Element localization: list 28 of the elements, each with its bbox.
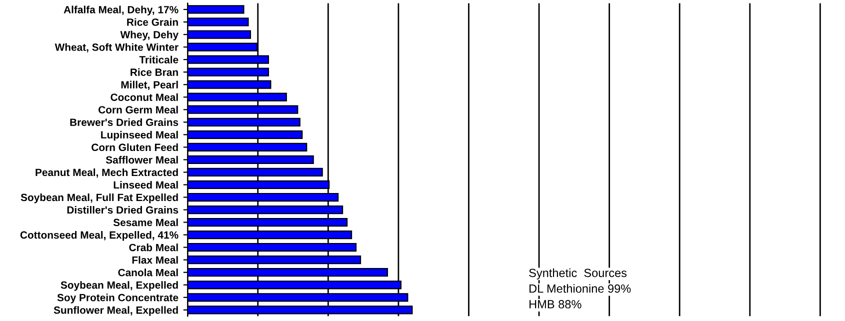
text: HMB 88% [530,300,582,308]
y-tick-label: Wheat, Soft White Winter [54,43,178,52]
y-tick-label: Soybean Meal, Full Fat Expelled [20,193,178,204]
y-tick-label: Canola Meal [118,268,178,276]
y-tick-label: Sesame Meal [113,218,178,226]
text: DL Methionine 99% [530,284,631,293]
y-tick-label: Sunflower Meal, Expelled [54,306,178,316]
y-tick-label: Whey, Dehy [120,30,179,40]
y-tick-label: Crab Meal [129,244,178,252]
y-tick-label: Lupinseed Meal [101,130,178,141]
text: Synthetic Sources [529,268,627,280]
y-tick-label: Rice Grain [127,18,178,26]
y-tick-label: Brewer's Dried Grains [70,118,178,126]
y-tick-label: Peanut Meal, Mech Extracted [36,168,178,178]
y-tick-label: Millet, Pearl [121,80,178,90]
y-tick-label: Distiller's Dried Grains [67,206,178,214]
y-tick-label: Corn Gluten Feed [92,143,178,152]
y-tick-label: Alfalfa Meal, Dehy, 17% [64,6,178,16]
y-tick-label: Safflower Meal [106,156,178,164]
y-tick-label: Triticale [139,56,178,64]
y-tick-label: Soy Protein Concentrate [57,294,178,304]
y-tick-label: Linseed Meal [114,180,178,189]
y-tick-label: Rice Bran [130,68,178,76]
y-tick-label: Soybean Meal, Expelled [60,281,178,291]
y-tick-label: Cottonseed Meal, Expelled, 41% [20,231,178,241]
y-tick-label: Coconut Meal [110,93,178,101]
y-tick-label: Flax Meal [132,256,178,264]
y-tick-label: Corn Germ Meal [98,106,178,114]
